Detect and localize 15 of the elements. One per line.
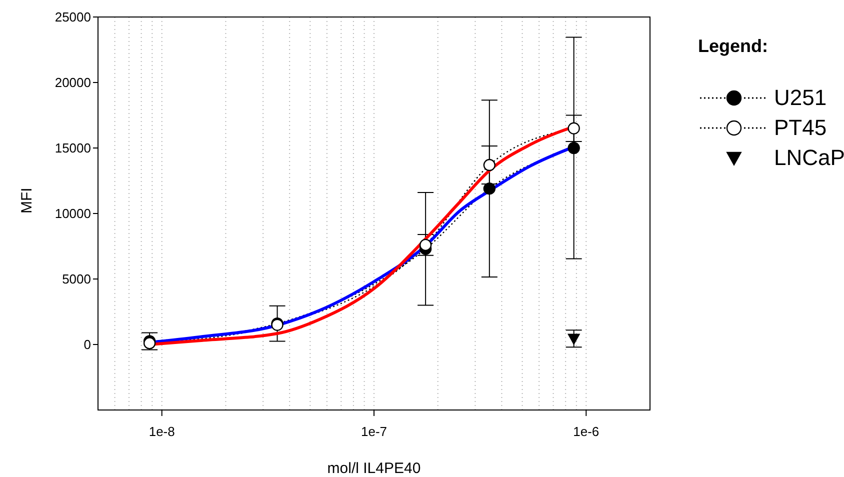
x-tick-label: 1e-7 bbox=[360, 424, 388, 439]
y-tick-label: 0 bbox=[84, 337, 91, 352]
legend-label: PT45 bbox=[774, 115, 827, 141]
y-tick-label: 15000 bbox=[54, 140, 91, 156]
y-axis-title: MFI bbox=[18, 188, 36, 214]
y-tick-label: 20000 bbox=[54, 75, 91, 90]
legend-title: Legend: bbox=[698, 36, 769, 57]
y-tick-label: 10000 bbox=[54, 206, 91, 222]
legend-label: U251 bbox=[774, 85, 827, 111]
x-tick-label: 1e-6 bbox=[573, 424, 600, 439]
y-tick-label: 5000 bbox=[62, 272, 91, 287]
x-tick-label: 1e-8 bbox=[148, 424, 175, 439]
legend-label: LNCaP bbox=[774, 145, 844, 171]
y-tick-label: 25000 bbox=[54, 10, 91, 25]
x-axis-title: mol/l IL4PE40 bbox=[327, 460, 421, 477]
